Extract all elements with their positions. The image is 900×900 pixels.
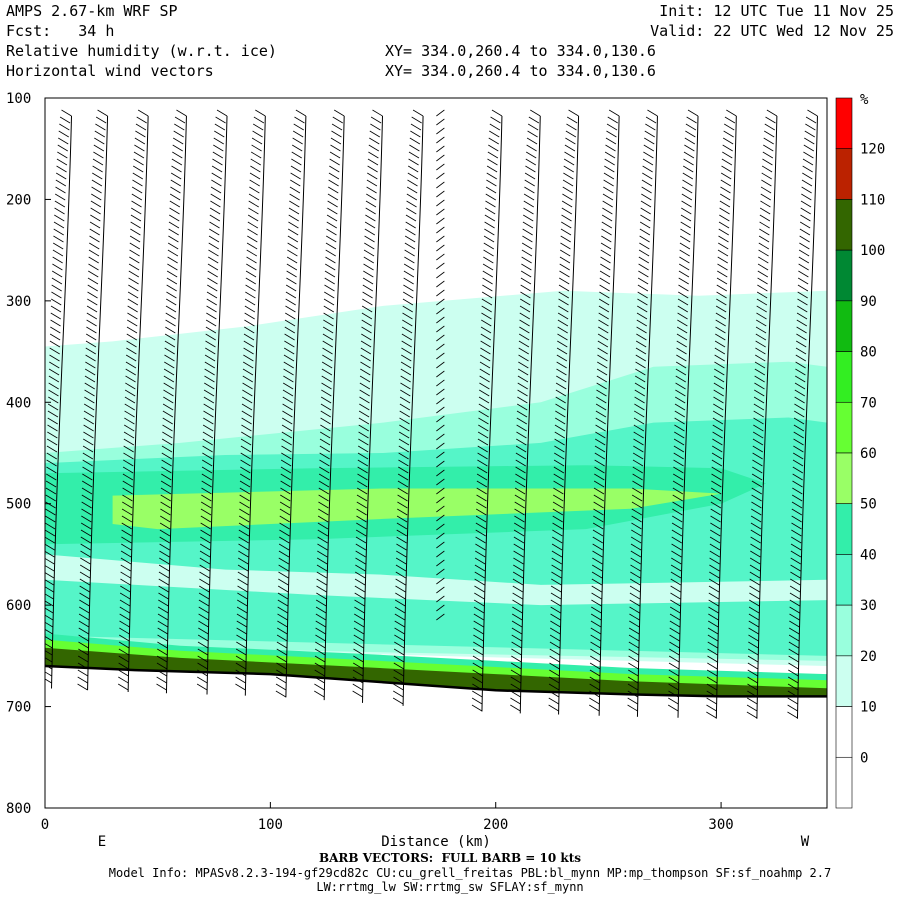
wind-barb-column [117,109,149,692]
wind-barb-column [235,109,266,696]
wind-barb-column [156,109,187,694]
colorbar-swatch [835,756,853,809]
y-tick-label: 800 [6,801,31,817]
colorbar-tick-label: 20 [860,649,877,665]
colorbar-swatch [835,300,853,352]
y-tick-label: 700 [6,700,31,716]
wind-barb-column [392,109,424,706]
colorbar-tick-label: 110 [860,192,885,208]
wind-barb-column [589,109,620,716]
colorbar-tick-label: 70 [860,395,877,411]
init-time: Init: 12 UTC Tue 11 Nov 25 [659,2,894,20]
colorbar-swatch [835,401,853,454]
y-tick-label: 500 [6,497,31,513]
wind-barb-column [77,109,109,691]
colorbar-swatch [835,554,853,606]
y-tick-label: 400 [6,395,31,411]
rh-contour-70 [112,488,722,530]
field-name-rh: Relative humidity (w.r.t. ice) [6,42,277,60]
wind-barb-column [667,109,699,718]
colorbar-swatch [835,199,853,251]
colorbar-swatch [835,706,853,758]
field-name-wind: Horizontal wind vectors [6,62,214,80]
barb-legend: BARB VECTORS: FULL BARB = 10 kts [318,851,582,865]
wind-barb-column [706,109,737,719]
colorbar-tick-label: 50 [860,497,877,513]
x-end-label-right: W [801,834,810,850]
y-tick-label: 600 [6,598,31,614]
colorbar-swatch [835,249,853,302]
plot-frame [44,97,828,809]
colorbar-tick-label: 40 [860,547,877,563]
y-tick-label: 100 [6,91,31,107]
rh-dry-band [45,554,827,606]
y-tick-label: 300 [6,294,31,310]
wind-barb-column [275,109,307,698]
model-info: Model Info: MPASv8.2.3-194-gf29cd82c CU:… [108,866,832,880]
colorbar-swatch [835,503,853,555]
colorbar-tick-label: 120 [860,142,885,158]
wind-barb-column [746,109,778,719]
colorbar-swatch [835,351,853,403]
x-tick-label: 0 [41,817,49,833]
colorbar-tick-label: 10 [860,700,877,716]
wind-barb-column [196,109,228,695]
colorbar-swatch [835,604,853,657]
wind-barb-column [548,109,580,715]
colorbar-tick-label: 0 [860,750,868,766]
wind-barb-column [45,109,73,689]
colorbar-tick-label: 30 [860,598,877,614]
colorbar-tick-label: 80 [860,345,877,361]
colorbar-tick-label: 100 [860,243,885,259]
y-tick-label: 200 [6,192,31,208]
wind-barb-column [436,109,445,621]
x-tick-label: 300 [708,817,733,833]
wind-barb-column [352,109,384,703]
x-end-label-left: E [98,834,106,850]
below-ground [45,666,827,808]
wind-barb-column [314,109,345,701]
x-tick-label: 200 [483,817,508,833]
wind-barb-column [627,109,658,717]
colorbar-swatch [835,97,853,150]
colorbar-unit: % [860,92,869,108]
cross-section-endpoints-2: XY= 334.0,260.4 to 334.0,130.6 [385,62,656,80]
colorbar-tick-label: 60 [860,446,877,462]
model-title: AMPS 2.67-km WRF SP [6,2,178,20]
forecast-hour: Fcst: 34 h [6,22,115,40]
wind-barb-column [510,109,541,714]
cross-section-endpoints: XY= 334.0,260.4 to 334.0,130.6 [385,42,656,60]
colorbar-swatch [835,148,853,200]
colorbar-tick-label: 90 [860,294,877,310]
wind-barb-column [471,109,503,712]
wind-barb-column [787,109,818,719]
colorbar-swatch [835,452,853,505]
model-info-physics: LW:rrtmg_lw SW:rrtmg_sw SFLAY:sf_mynn [316,880,584,894]
colorbar-swatch [835,655,853,707]
valid-time: Valid: 22 UTC Wed 12 Nov 25 [650,22,894,40]
x-axis-label: Distance (km) [381,834,491,850]
x-tick-label: 100 [258,817,283,833]
